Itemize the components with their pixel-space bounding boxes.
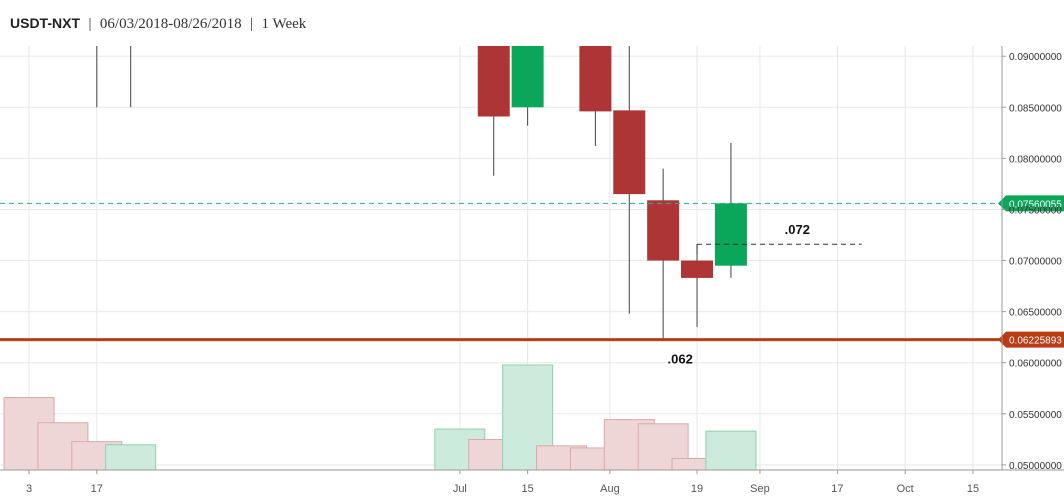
grid	[0, 46, 1002, 470]
volume-bar	[705, 430, 757, 471]
x-tick-label: 15	[521, 483, 533, 495]
volume-bars	[3, 364, 757, 471]
price-lines: 0.07560055 0.06225893 .072 .062	[0, 195, 1064, 367]
support-tag	[998, 331, 1064, 348]
chart-title: USDT-NXT | 06/03/2018-08/26/2018 | 1 Wee…	[10, 15, 307, 32]
x-tick-label: 15	[967, 483, 979, 495]
x-tick-label: 17	[831, 483, 843, 495]
axes: 0.09000000 0.08500000 0.08000000 0.07500000…	[0, 46, 1064, 495]
pair-label: USDT-NXT	[10, 15, 80, 31]
x-tick-label: Sep	[750, 483, 770, 495]
candle-down	[647, 200, 680, 261]
support-tag-label: 0.06225893	[1009, 336, 1062, 347]
y-tick-label: 0.06000000	[1009, 359, 1062, 370]
x-tick-label: 3	[26, 483, 32, 495]
y-tick-label: 0.07000000	[1009, 257, 1062, 268]
candle-down	[579, 46, 612, 112]
interval-label: 1 Week	[262, 16, 307, 32]
candle-down	[681, 260, 714, 278]
annotation-label: .072	[785, 222, 810, 237]
annotation-label: .062	[668, 352, 693, 367]
candles	[96, 46, 747, 340]
y-tick-label: 0.05500000	[1009, 410, 1062, 421]
x-tick-label: Jul	[453, 483, 467, 495]
candle-down	[613, 110, 646, 195]
candle-up	[511, 46, 544, 108]
y-tick-label: 0.08500000	[1009, 103, 1062, 114]
current-price-tag	[998, 195, 1064, 212]
candle-up	[714, 203, 747, 266]
candle-down	[477, 46, 510, 117]
y-tick-label: 0.05000000	[1009, 461, 1062, 472]
y-tick-label: 0.06500000	[1009, 308, 1062, 319]
volume-bar	[105, 444, 157, 471]
y-tick-label: 0.07500000	[1009, 205, 1062, 216]
y-tick-label: 0.09000000	[1009, 52, 1062, 63]
current-price-tag-label: 0.07560055	[1009, 199, 1062, 210]
y-tick-label: 0.08000000	[1009, 154, 1062, 165]
x-tick-label: 19	[691, 483, 703, 495]
x-tick-label: Oct	[897, 483, 914, 495]
x-tick-label: 17	[91, 483, 103, 495]
x-tick-label: Aug	[600, 483, 620, 495]
date-range-label: 06/03/2018-08/26/2018	[100, 16, 242, 32]
